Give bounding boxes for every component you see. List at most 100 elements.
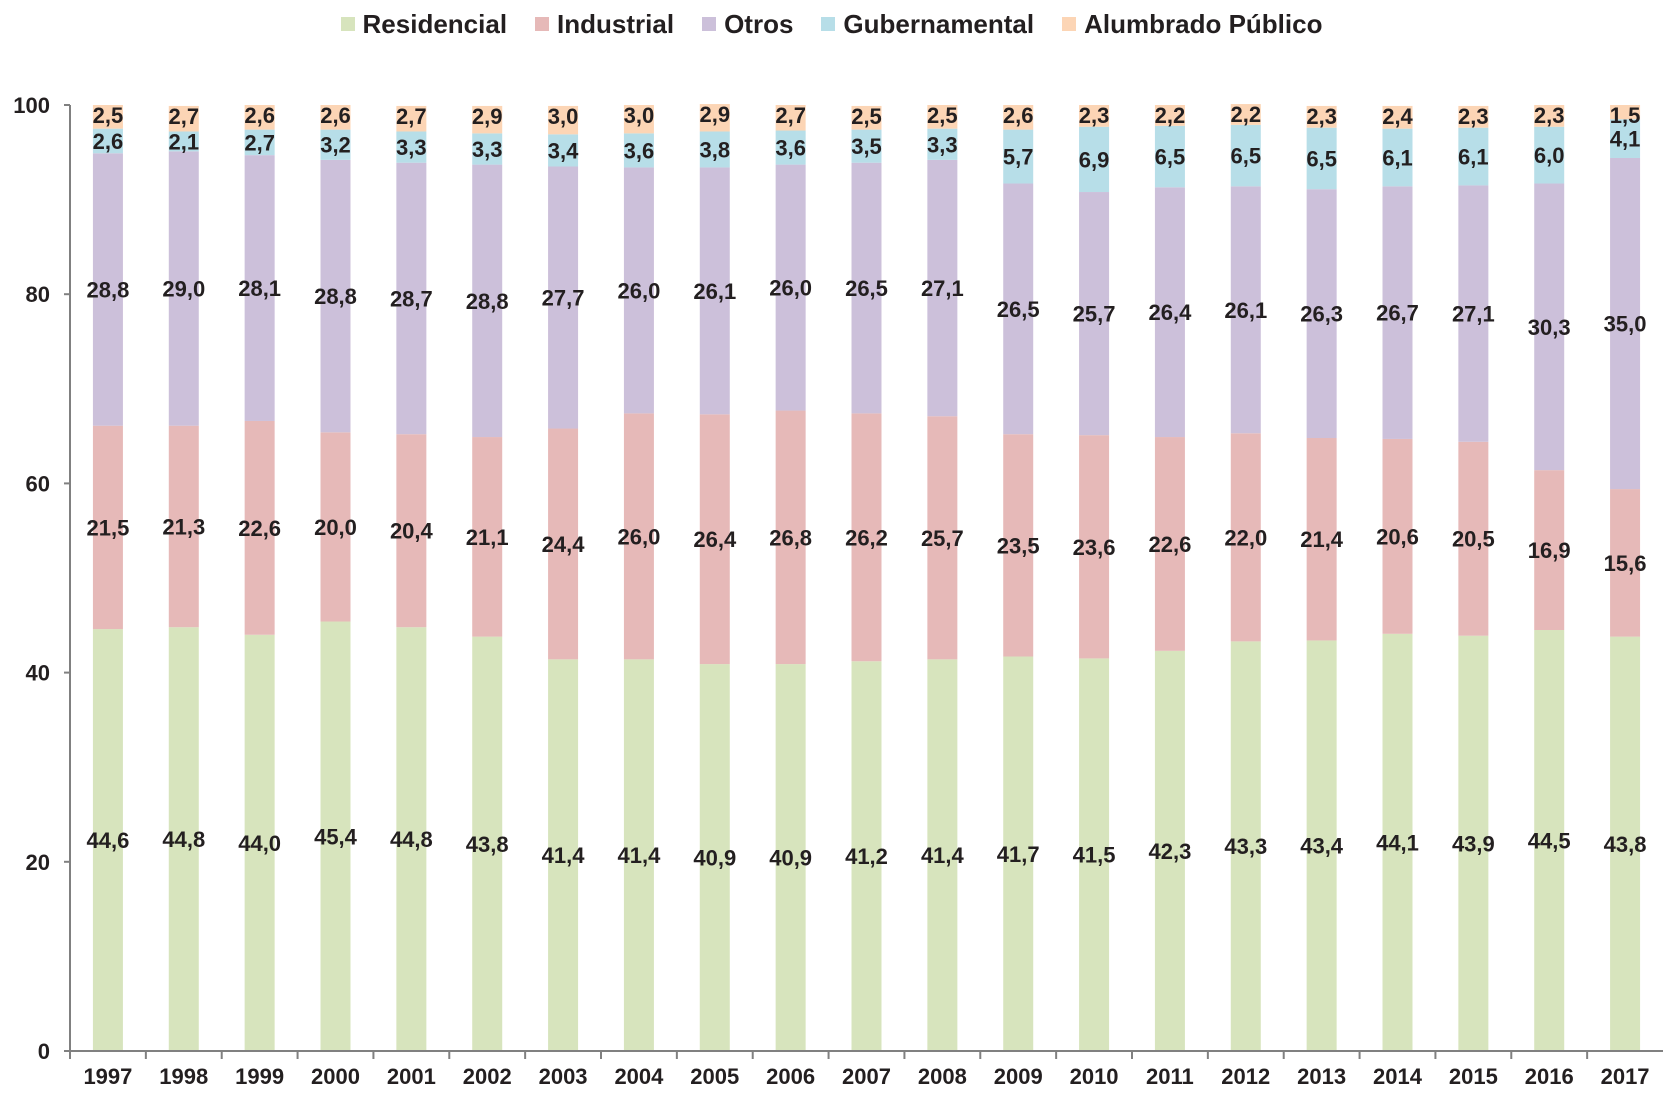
data-label-2003-2: 27,7 bbox=[542, 286, 585, 311]
bar-segment-2000-0 bbox=[320, 621, 351, 1051]
data-label-2006-3: 3,6 bbox=[775, 136, 806, 161]
data-label-2004-1: 26,0 bbox=[618, 524, 661, 549]
data-label-2014-0: 44,1 bbox=[1376, 830, 1419, 855]
bar-segment-2003-0 bbox=[548, 659, 579, 1051]
bar-segment-2016-3 bbox=[1534, 126, 1565, 184]
bar-segment-2011-1 bbox=[1154, 437, 1185, 651]
data-label-2011-1: 22,6 bbox=[1149, 532, 1192, 557]
bar-segment-1998-4 bbox=[168, 105, 199, 132]
data-label-2016-1: 16,9 bbox=[1528, 538, 1571, 563]
x-tick-label-2000: 2000 bbox=[311, 1064, 360, 1089]
data-label-2002-1: 21,1 bbox=[466, 525, 509, 550]
data-label-2014-1: 20,6 bbox=[1376, 524, 1419, 549]
data-label-2002-3: 3,3 bbox=[472, 137, 503, 162]
bar-segment-2012-0 bbox=[1230, 641, 1261, 1051]
data-label-2017-2: 35,0 bbox=[1604, 312, 1647, 337]
data-label-2007-4: 2,5 bbox=[851, 104, 882, 129]
bar-segment-2002-3 bbox=[472, 133, 503, 165]
data-label-2009-1: 23,5 bbox=[997, 533, 1040, 558]
bar-segment-1997-3 bbox=[92, 128, 123, 154]
bar-segment-2010-0 bbox=[1079, 658, 1110, 1051]
x-tick-label-1999: 1999 bbox=[235, 1064, 284, 1089]
data-label-2017-4: 1,5 bbox=[1610, 103, 1641, 128]
data-label-2010-4: 2,3 bbox=[1079, 103, 1110, 128]
data-label-2009-0: 41,7 bbox=[997, 842, 1040, 867]
data-label-2001-2: 28,7 bbox=[390, 286, 433, 311]
bar-segment-2008-1 bbox=[927, 416, 958, 660]
bar-segment-2003-2 bbox=[548, 166, 579, 429]
bar-segment-2013-2 bbox=[1306, 189, 1337, 438]
bar-segment-2012-1 bbox=[1230, 433, 1261, 642]
bar-segment-1998-3 bbox=[168, 131, 199, 152]
data-label-2006-1: 26,8 bbox=[769, 525, 812, 550]
bar-segment-2011-4 bbox=[1154, 105, 1185, 126]
bar-segment-2015-1 bbox=[1458, 441, 1489, 636]
data-label-2007-2: 26,5 bbox=[845, 276, 888, 301]
bar-segment-2015-4 bbox=[1458, 105, 1489, 128]
x-tick-label-2008: 2008 bbox=[918, 1064, 967, 1089]
x-tick-label-2013: 2013 bbox=[1297, 1064, 1346, 1089]
data-label-2000-4: 2,6 bbox=[320, 103, 351, 128]
x-tick-label-2006: 2006 bbox=[766, 1064, 815, 1089]
bar-segment-2002-0 bbox=[472, 636, 503, 1051]
data-label-2004-2: 26,0 bbox=[618, 278, 661, 303]
bar-segment-1997-4 bbox=[92, 105, 123, 129]
bar-segment-1997-1 bbox=[92, 425, 123, 630]
bar-segment-2005-2 bbox=[699, 167, 730, 415]
bar-segment-2013-1 bbox=[1306, 437, 1337, 641]
bar-segment-2004-4 bbox=[623, 105, 654, 134]
data-label-2016-0: 44,5 bbox=[1528, 829, 1571, 854]
bar-segment-2010-3 bbox=[1079, 126, 1110, 193]
x-tick-label-2015: 2015 bbox=[1449, 1064, 1498, 1089]
data-label-1999-4: 2,6 bbox=[244, 103, 275, 128]
data-label-1998-1: 21,3 bbox=[162, 514, 205, 539]
bar-segment-2007-4 bbox=[851, 105, 882, 130]
bar-segment-2010-1 bbox=[1079, 435, 1110, 659]
bar-segment-1999-2 bbox=[244, 155, 275, 421]
bar-segment-2008-3 bbox=[927, 128, 958, 160]
bar-segment-2016-2 bbox=[1534, 183, 1565, 471]
data-label-2013-1: 21,4 bbox=[1300, 527, 1344, 552]
data-label-2017-0: 43,8 bbox=[1604, 832, 1647, 857]
bar-segment-2014-0 bbox=[1382, 633, 1413, 1051]
data-label-2003-3: 3,4 bbox=[548, 138, 579, 163]
data-label-2007-1: 26,2 bbox=[845, 525, 888, 550]
bar-segment-2009-3 bbox=[1003, 129, 1034, 184]
bar-segment-1998-2 bbox=[168, 151, 199, 426]
legend-item-industrial: Industrial bbox=[535, 9, 674, 40]
bar-segment-2008-4 bbox=[927, 105, 958, 129]
bar-segment-2016-1 bbox=[1534, 470, 1565, 631]
bar-segment-2014-3 bbox=[1382, 128, 1413, 187]
data-label-2002-4: 2,9 bbox=[472, 104, 503, 129]
data-label-2003-0: 41,4 bbox=[542, 843, 586, 868]
data-label-1997-3: 2,6 bbox=[93, 129, 124, 154]
data-label-1997-2: 28,8 bbox=[87, 277, 130, 302]
data-label-2001-3: 3,3 bbox=[396, 135, 427, 160]
x-tick-label-2005: 2005 bbox=[690, 1064, 739, 1089]
x-tick-label-2016: 2016 bbox=[1525, 1064, 1574, 1089]
data-label-2000-2: 28,8 bbox=[314, 284, 357, 309]
bar-segment-2006-2 bbox=[775, 164, 806, 411]
data-label-2008-0: 41,4 bbox=[921, 843, 965, 868]
data-label-2010-2: 25,7 bbox=[1073, 302, 1116, 327]
legend-swatch-industrial bbox=[535, 17, 550, 31]
bar-segment-2004-1 bbox=[623, 413, 654, 660]
data-label-2013-2: 26,3 bbox=[1300, 302, 1343, 327]
data-label-2017-3: 4,1 bbox=[1610, 127, 1641, 152]
data-label-2003-1: 24,4 bbox=[542, 532, 586, 557]
axes-group: 0 20 40 60 80 100 1997 1998 1999 2000 2001 2002 2003… bbox=[13, 93, 1663, 1089]
y-tick-label-100: 100 bbox=[13, 93, 50, 118]
data-label-2006-4: 2,7 bbox=[775, 103, 806, 128]
bar-segment-2004-0 bbox=[623, 659, 654, 1051]
bar-segment-1999-4 bbox=[244, 105, 275, 130]
bar-segment-2008-2 bbox=[927, 159, 958, 417]
data-label-2005-2: 26,1 bbox=[693, 279, 736, 304]
bar-segment-2016-4 bbox=[1534, 105, 1565, 127]
data-label-2017-1: 15,6 bbox=[1604, 551, 1647, 576]
data-label-2001-1: 20,4 bbox=[390, 519, 434, 544]
bar-segment-2001-4 bbox=[396, 105, 427, 132]
data-label-2001-4: 2,7 bbox=[396, 104, 427, 129]
data-label-2015-1: 20,5 bbox=[1452, 527, 1495, 552]
bar-segment-2001-2 bbox=[396, 162, 427, 435]
